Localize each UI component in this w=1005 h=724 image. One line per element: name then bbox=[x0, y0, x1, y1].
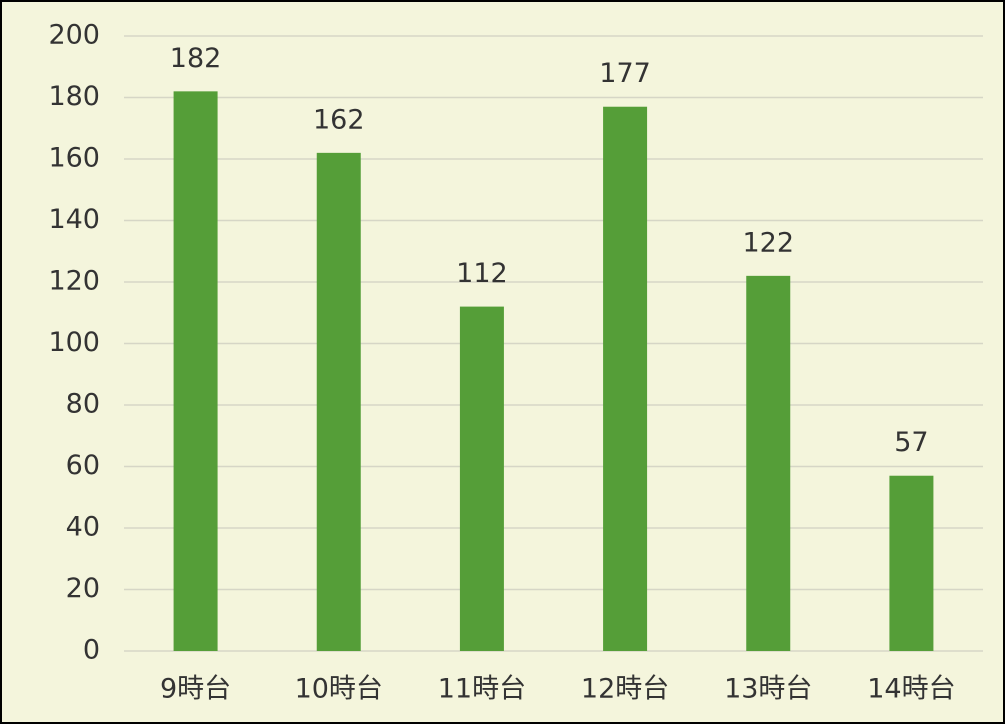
x-tick-label: 10時台 bbox=[295, 674, 383, 705]
x-tick-label: 14時台 bbox=[867, 674, 955, 705]
bar bbox=[889, 475, 934, 651]
data-label: 112 bbox=[456, 258, 508, 289]
bar bbox=[173, 91, 218, 652]
y-tick-label: 20 bbox=[66, 573, 100, 604]
y-tick-label: 140 bbox=[48, 204, 100, 235]
data-label: 122 bbox=[742, 227, 794, 258]
bar bbox=[316, 152, 361, 651]
x-tick-label: 11時台 bbox=[438, 674, 526, 705]
x-tick-label: 13時台 bbox=[724, 674, 812, 705]
bar bbox=[603, 106, 648, 652]
y-tick-label: 100 bbox=[48, 327, 100, 358]
y-tick-label: 80 bbox=[66, 389, 100, 420]
data-label: 182 bbox=[170, 43, 222, 74]
y-tick-label: 180 bbox=[48, 81, 100, 112]
data-label: 162 bbox=[313, 104, 365, 135]
y-tick-label: 0 bbox=[83, 635, 100, 666]
x-tick-label: 12時台 bbox=[581, 674, 669, 705]
data-label: 177 bbox=[599, 58, 651, 89]
y-tick-label: 120 bbox=[48, 266, 100, 297]
bar bbox=[746, 275, 791, 651]
data-label: 57 bbox=[894, 427, 928, 458]
bar bbox=[459, 306, 504, 651]
y-tick-label: 160 bbox=[48, 143, 100, 174]
y-tick-label: 200 bbox=[48, 20, 100, 51]
y-tick-label: 60 bbox=[66, 450, 100, 481]
x-tick-label: 9時台 bbox=[160, 674, 231, 705]
y-tick-label: 40 bbox=[66, 512, 100, 543]
